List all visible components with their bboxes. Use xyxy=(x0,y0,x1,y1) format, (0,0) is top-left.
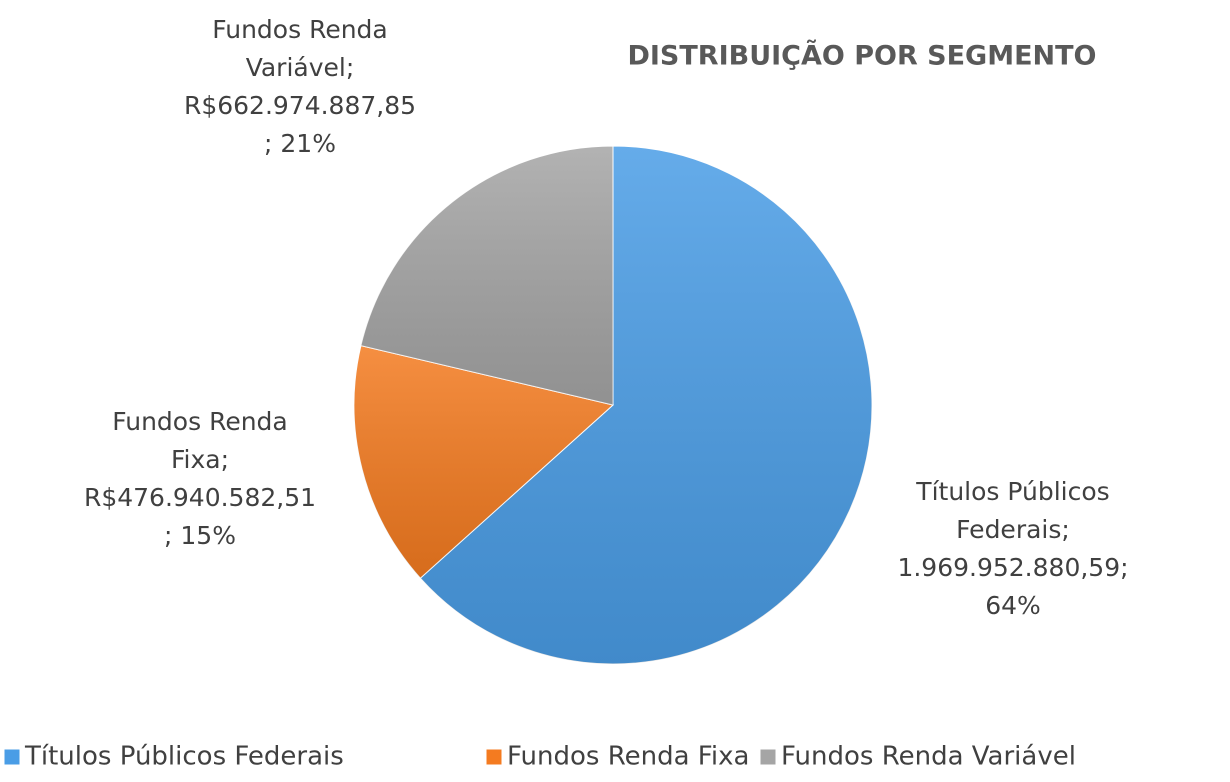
legend-marker xyxy=(485,748,503,766)
data-label: R$662.974.887,85 xyxy=(184,91,416,120)
legend-marker xyxy=(3,748,21,766)
data-label: Federais; xyxy=(956,515,1070,544)
data-label: Fundos Renda xyxy=(112,407,288,436)
data-label: Títulos Públicos xyxy=(915,477,1109,506)
legend-label: Títulos Públicos Federais xyxy=(24,742,344,772)
chart-title: DISTRIBUIÇÃO POR SEGMENTO xyxy=(627,40,1096,72)
data-label: 1.969.952.880,59; xyxy=(897,553,1128,582)
data-label: ; 15% xyxy=(164,521,236,550)
data-label: 64% xyxy=(985,591,1041,620)
data-label: ; 21% xyxy=(264,129,336,158)
data-label: Variável; xyxy=(246,53,355,82)
data-label: Fundos Renda xyxy=(212,15,388,44)
legend-label: Fundos Renda Variável xyxy=(781,742,1076,772)
legend-label: Fundos Renda Fixa xyxy=(507,742,749,772)
data-label: R$476.940.582,51 xyxy=(84,483,316,512)
data-label: Fixa; xyxy=(171,445,229,474)
legend-marker xyxy=(759,748,777,766)
